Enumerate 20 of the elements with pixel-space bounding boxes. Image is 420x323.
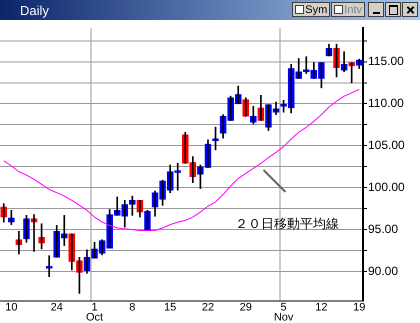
x-tick-label: 19 <box>353 301 366 314</box>
x-tick-label: 22 <box>202 301 214 314</box>
text: Intv <box>344 4 362 16</box>
chart-title: Daily <box>20 2 49 18</box>
text: Sym <box>305 4 328 16</box>
y-tick-label: 95.00 <box>368 222 398 236</box>
x-tick-label: 8 <box>129 301 136 314</box>
x-tick-label: 5 Nov <box>274 301 294 323</box>
y-tick-label: 100.00 <box>368 180 406 194</box>
x-tick-label: 24 <box>50 301 63 314</box>
y-tick-label: 110.00 <box>368 96 404 110</box>
x-tick-label: 15 <box>164 301 176 314</box>
x-tick-label: 10 <box>5 301 18 314</box>
x-tick-label: 12 <box>315 301 328 314</box>
x-tick-label: 29 <box>240 301 252 314</box>
y-tick-label: 105.00 <box>368 138 406 152</box>
x-tick-label: 1 Oct <box>86 301 104 323</box>
y-tick-label: 90.00 <box>368 264 398 278</box>
y-tick-label: 115.00 <box>368 54 404 68</box>
series-label: ２０日移動平均線 <box>234 216 339 232</box>
